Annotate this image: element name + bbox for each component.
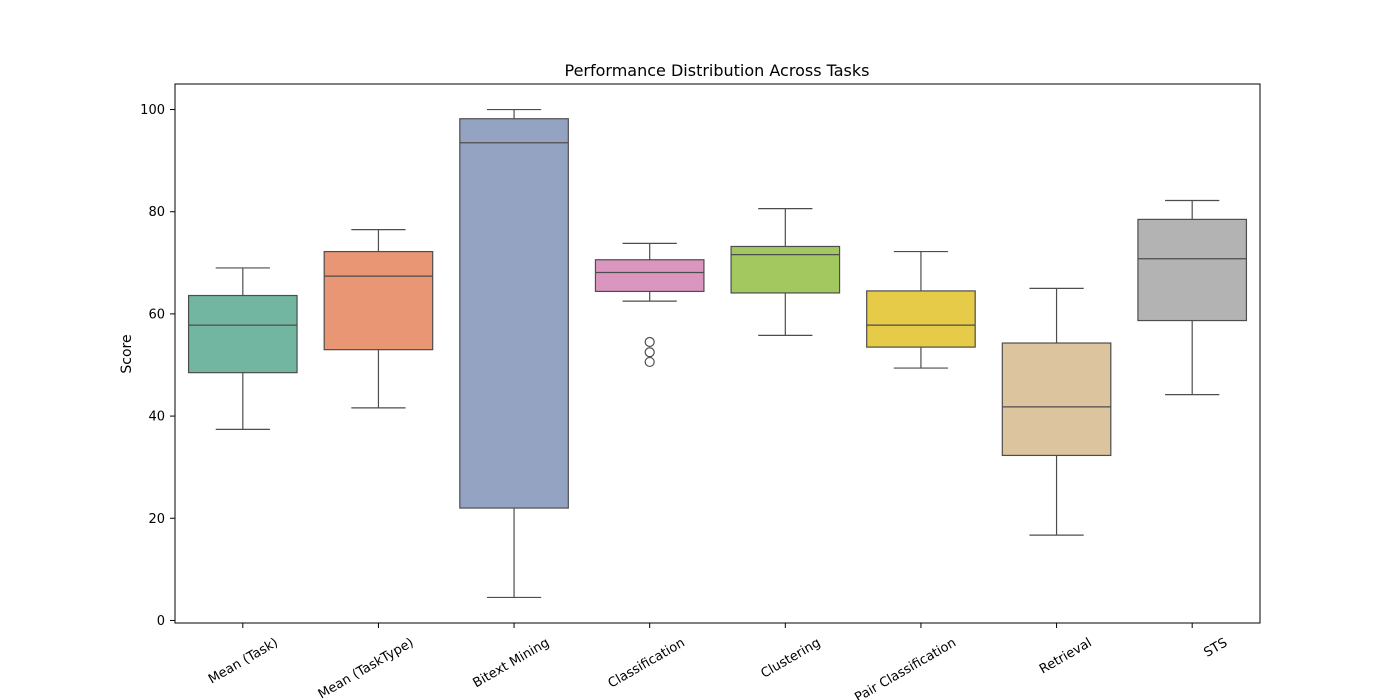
y-tick-label: 100: [140, 103, 165, 118]
x-tick-label: Retrieval: [1037, 635, 1095, 677]
chart-title: Performance Distribution Across Tasks: [564, 61, 869, 80]
box-iqr: [187, 294, 298, 374]
x-tick-label: Bitext Mining: [471, 635, 553, 691]
outlier-point: [644, 347, 655, 358]
x-tick-label: Pair Classification: [852, 635, 959, 700]
x-tick-label: Mean (Task): [206, 635, 281, 687]
box-iqr: [1137, 218, 1248, 322]
plot-content: 0 20 40 60 80 100 Mean (Task) Mean (TaskType) Bi…: [140, 103, 1248, 700]
x-tick-label: Mean (TaskType): [316, 635, 417, 700]
x-tick-label: STS: [1202, 635, 1231, 660]
box-iqr: [323, 250, 434, 351]
x-tick-label: Classification: [606, 635, 688, 691]
plot-frame: [174, 83, 1261, 624]
y-tick-label: 60: [148, 307, 165, 322]
box-iqr: [730, 245, 841, 294]
box-iqr: [594, 259, 705, 293]
y-tick-label: 40: [148, 410, 165, 425]
x-tick-label: Clustering: [758, 635, 823, 681]
y-tick-label: 0: [157, 614, 165, 629]
y-tick-label: 20: [148, 512, 165, 527]
outlier-point: [644, 336, 655, 348]
box-iqr: [866, 290, 976, 348]
y-axis-label: Score: [119, 334, 135, 373]
outlier-point: [644, 356, 655, 368]
box-iqr: [459, 118, 569, 509]
y-tick-label: 80: [148, 205, 165, 220]
box-iqr: [1001, 342, 1112, 457]
